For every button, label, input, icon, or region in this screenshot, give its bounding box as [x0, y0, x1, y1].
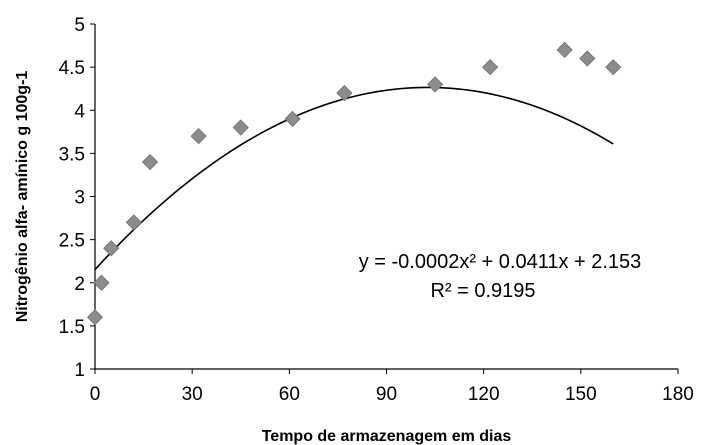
y-tick-label: 1	[74, 360, 85, 381]
data-point-diamond	[103, 240, 120, 257]
y-tick-label: 3	[74, 188, 85, 209]
data-point-diamond	[190, 128, 207, 145]
data-point-diamond	[93, 274, 110, 291]
y-tick-label: 1.5	[59, 317, 85, 338]
y-tick-label: 4	[74, 101, 85, 122]
y-tick-label: 5	[74, 15, 85, 36]
data-point-diamond	[605, 59, 622, 76]
x-tick-label: 60	[279, 384, 300, 405]
x-tick-label: 150	[565, 384, 597, 405]
data-point-diamond	[579, 50, 596, 67]
equation-label: y = -0.0002x² + 0.0411x + 2.153	[359, 251, 642, 273]
data-points	[86, 41, 622, 326]
data-point-diamond	[556, 41, 573, 58]
data-point-diamond	[125, 214, 142, 231]
tick-labels: 1 1.5 2 2.5 3 3.5 4 4.5 5 0 30 60 90 120 150 180	[59, 15, 694, 405]
data-point-diamond	[336, 84, 353, 102]
x-tick-label: 180	[662, 384, 694, 405]
x-tick-label: 90	[376, 384, 397, 405]
data-point-diamond	[427, 76, 444, 93]
annotations: y = -0.0002x² + 0.0411x + 2.153 R² = 0.91…	[359, 251, 642, 302]
data-point-diamond	[284, 110, 301, 127]
data-point-diamond	[86, 309, 104, 326]
data-point-diamond	[141, 153, 159, 171]
y-axis-title: Nitrogênio alfa- amínico g 100g-1	[14, 71, 31, 323]
y-tick-label: 2	[74, 274, 85, 295]
x-tick-label: 120	[468, 384, 500, 405]
y-tick-label: 3.5	[59, 144, 85, 165]
trendline	[94, 86, 614, 271]
data-point-diamond	[232, 119, 249, 136]
x-tick-label: 30	[182, 384, 203, 405]
trendline-curve	[94, 86, 614, 271]
y-tick-label: 2.5	[59, 231, 85, 252]
y-tick-label: 4.5	[59, 58, 85, 79]
x-axis-title: Tempo de armazenagem em dias	[262, 428, 512, 445]
data-point-diamond	[482, 59, 499, 76]
r-squared-label: R² = 0.9195	[430, 280, 535, 302]
axes	[94, 24, 678, 370]
x-tick-label: 0	[90, 384, 101, 405]
